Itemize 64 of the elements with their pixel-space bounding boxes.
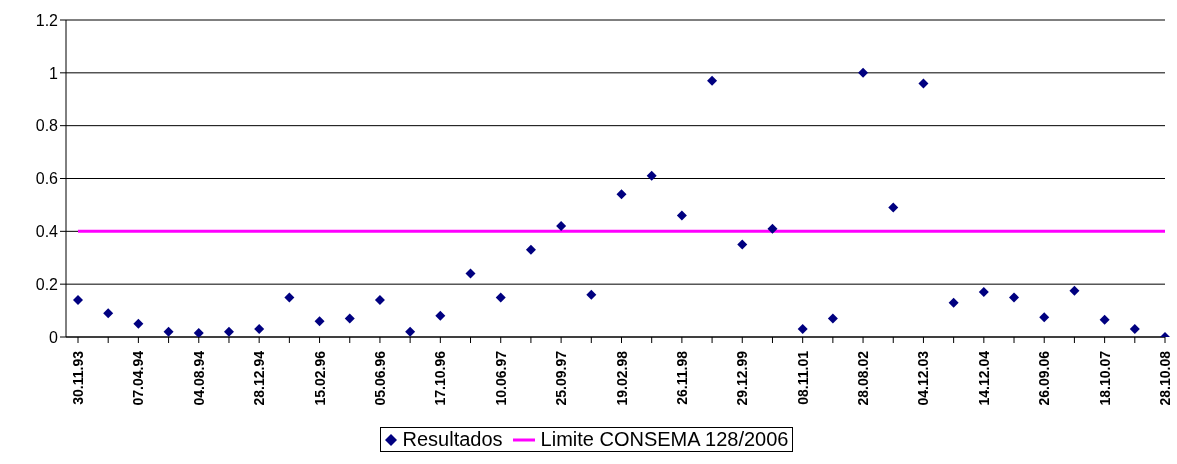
point — [193, 328, 204, 337]
legend-label: Resultados — [402, 428, 503, 451]
x-tick-label: 26.09.06 — [1036, 350, 1053, 406]
point — [948, 297, 959, 308]
x-tick-label: 07.04.94 — [130, 350, 147, 406]
x-tick-label: 28.12.94 — [251, 350, 268, 406]
point — [616, 189, 627, 200]
x-tick-label: 26.11.98 — [673, 350, 690, 405]
point — [827, 313, 838, 324]
x-tick-label: 18.10.07 — [1096, 350, 1113, 406]
point — [646, 170, 657, 181]
point — [435, 310, 446, 321]
point — [133, 318, 144, 329]
x-tick-label: 19.02.98 — [613, 350, 630, 406]
point — [1099, 314, 1110, 325]
point — [344, 313, 355, 324]
point — [978, 287, 989, 298]
point — [707, 75, 718, 86]
point — [284, 292, 295, 303]
point — [888, 202, 899, 213]
y-tick-label: 0.2 — [35, 275, 59, 293]
x-tick-label: 04.08.94 — [190, 350, 207, 406]
point — [314, 316, 325, 327]
point — [1069, 285, 1080, 296]
point — [223, 326, 234, 337]
point — [495, 292, 506, 303]
point — [405, 326, 416, 337]
point — [556, 221, 567, 232]
point — [858, 67, 869, 78]
point — [676, 210, 687, 221]
x-tick-label: 28.08.02 — [855, 350, 872, 406]
x-tick-label: 28.10.08 — [1157, 350, 1173, 406]
point — [1009, 292, 1020, 303]
x-tick-label: 17.10.96 — [432, 350, 449, 406]
point — [797, 324, 808, 335]
point — [525, 244, 536, 255]
x-tick-label: 30.11.93 — [70, 350, 86, 405]
point — [586, 289, 597, 300]
point — [737, 239, 748, 250]
point — [1129, 324, 1140, 335]
y-tick-label: 0.4 — [35, 223, 59, 241]
x-tick-label: 14.12.04 — [975, 350, 992, 406]
y-tick-label: 1 — [49, 64, 59, 82]
point — [374, 295, 385, 306]
x-tick-label: 10.06.97 — [492, 350, 509, 406]
point — [1039, 312, 1050, 323]
point — [73, 295, 83, 306]
point — [918, 78, 929, 89]
x-tick-label: 05.06.96 — [371, 350, 388, 406]
y-tick-label: 1.2 — [35, 11, 59, 29]
point — [465, 268, 476, 279]
point — [254, 324, 265, 335]
legend-label: Limite CONSEMA 128/2006 — [540, 428, 789, 451]
x-tick-label: 15.02.96 — [311, 350, 328, 406]
y-tick-label: 0.6 — [35, 170, 59, 188]
x-tick-label: 29.12.99 — [734, 350, 751, 406]
point — [767, 223, 778, 234]
y-tick-label: 0 — [49, 328, 59, 346]
x-tick-label: 04.12.03 — [915, 350, 932, 406]
x-tick-label: 08.11.01 — [794, 350, 811, 405]
x-tick-label: 25.09.97 — [553, 350, 570, 406]
y-tick-label: 0.8 — [35, 117, 59, 135]
point — [103, 308, 114, 319]
point — [163, 326, 174, 337]
